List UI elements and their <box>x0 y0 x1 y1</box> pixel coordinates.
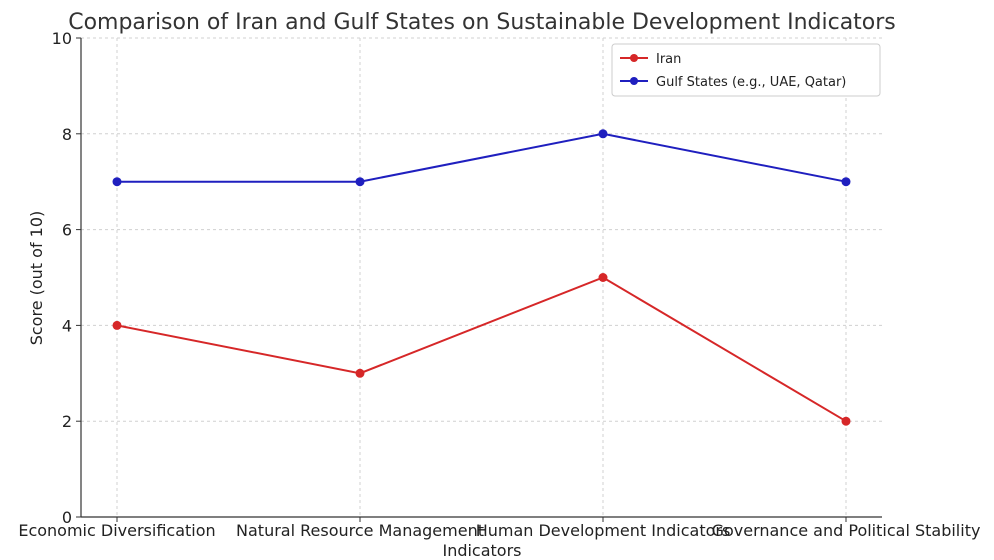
y-axis-label: Score (out of 10) <box>27 211 46 346</box>
y-tick-label: 8 <box>62 125 72 144</box>
data-point <box>355 368 365 378</box>
data-point <box>112 177 122 187</box>
data-point <box>355 177 365 187</box>
legend: Iran Gulf States (e.g., UAE, Qatar) <box>611 43 881 97</box>
x-axis-ticks: Economic Diversification Natural Resource… <box>18 517 980 540</box>
x-tick-label: Governance and Political Stability <box>712 521 981 540</box>
legend-marker <box>630 54 638 62</box>
y-tick-label: 2 <box>62 412 72 431</box>
data-point <box>841 177 851 187</box>
y-axis-ticks: 0 2 4 6 8 10 <box>52 29 81 527</box>
data-point <box>598 273 608 282</box>
data-point <box>841 416 851 426</box>
legend-label: Iran <box>656 52 681 67</box>
data-point <box>598 129 608 139</box>
data-point <box>112 320 122 330</box>
grid <box>81 37 882 517</box>
series-group <box>112 129 851 426</box>
x-tick-label: Natural Resource Management <box>236 521 484 540</box>
legend-marker <box>630 77 638 85</box>
series-line-1 <box>116 276 847 423</box>
legend-label: Gulf States (e.g., UAE, Qatar) <box>656 75 846 90</box>
y-tick-label: 0 <box>62 508 72 527</box>
series-line-2 <box>117 132 847 183</box>
y-tick-label: 4 <box>62 316 72 335</box>
x-tick-label: Economic Diversification <box>18 521 215 540</box>
x-tick-label: Human Development Indicators <box>476 521 731 540</box>
x-axis-label: Indicators <box>442 541 521 560</box>
legend-box <box>611 43 881 97</box>
chart-title: Comparison of Iran and Gulf States on Su… <box>68 10 896 35</box>
y-tick-label: 6 <box>62 221 72 240</box>
y-tick-label: 10 <box>52 29 72 48</box>
